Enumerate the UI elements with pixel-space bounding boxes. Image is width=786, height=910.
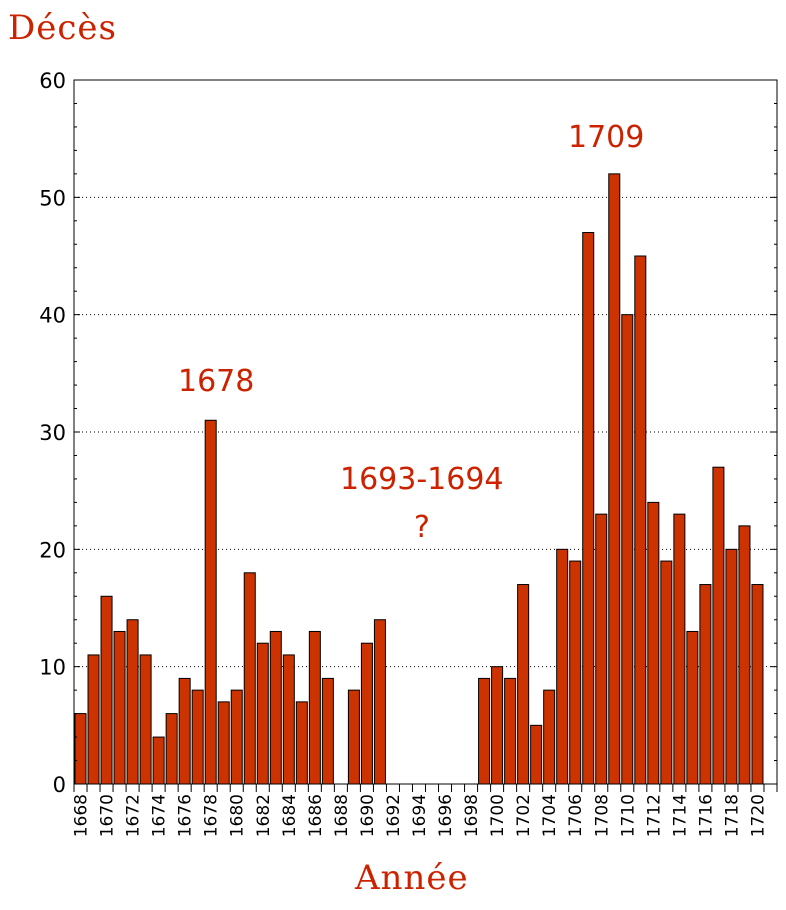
x-tick-label: 1692 [384, 794, 404, 837]
bar-1685 [295, 701, 308, 785]
x-tick-label: 1674 [150, 794, 170, 837]
bar-1712 [647, 501, 660, 785]
x-tick-label: 1702 [514, 794, 534, 837]
x-tick-label: 1712 [644, 794, 664, 837]
bar-1686 [308, 630, 321, 785]
x-tick-label: 1670 [98, 794, 118, 837]
bar-1674 [152, 736, 165, 785]
x-tick-label: 1686 [306, 794, 326, 837]
bar-1716 [699, 584, 712, 785]
bar-1675 [165, 713, 178, 785]
bar-1713 [660, 560, 673, 785]
bar-1711 [634, 255, 647, 785]
x-tick-label: 1704 [540, 794, 560, 837]
bar-1699 [478, 677, 491, 785]
bar-1684 [282, 654, 295, 785]
x-tick-label: 1680 [228, 794, 248, 837]
annotation-1709: 1709 [568, 120, 645, 155]
x-tick-label: 1672 [124, 794, 144, 837]
bar-1678 [204, 419, 217, 785]
y-tick-label: 40 [39, 304, 66, 328]
x-tick-label: 1678 [202, 794, 222, 837]
bars [74, 173, 764, 785]
x-tick-label: 1694 [410, 794, 430, 837]
bar-1715 [686, 630, 699, 785]
bar-1670 [100, 595, 113, 785]
y-axis-title: Décès [8, 8, 117, 48]
bar-1719 [738, 525, 751, 785]
bar-1682 [256, 642, 269, 785]
bar-1701 [504, 677, 517, 785]
bar-1706 [569, 560, 582, 785]
bar-1707 [582, 232, 595, 785]
x-tick-label: 1716 [696, 794, 716, 837]
x-tick-label: 1720 [748, 794, 768, 837]
x-tick-label: 1714 [670, 794, 690, 837]
bar-1703 [530, 724, 543, 785]
bar-1714 [673, 513, 686, 785]
x-tick-label: 1676 [176, 794, 196, 837]
y-axis-ticks: 0 10 20 30 40 50 60 [39, 69, 777, 797]
bar-1677 [191, 689, 204, 785]
bar-1691 [373, 619, 386, 785]
x-tick-label: 1718 [722, 794, 742, 837]
x-tick-label: 1684 [280, 794, 300, 837]
bar-1710 [621, 314, 634, 785]
bar-1669 [87, 654, 100, 785]
y-tick-label: 30 [39, 421, 66, 445]
bar-1676 [178, 677, 191, 785]
x-tick-label: 1700 [488, 794, 508, 837]
bar-1705 [556, 548, 569, 785]
bar-1690 [360, 642, 373, 785]
bar-1680 [230, 689, 243, 785]
x-tick-label: 1668 [72, 794, 92, 837]
bar-1687 [321, 677, 334, 785]
bar-1704 [543, 689, 556, 785]
y-tick-label: 50 [39, 186, 66, 210]
bar-1671 [113, 630, 126, 785]
annotation-question-mark: ? [414, 510, 430, 545]
bar-1679 [217, 701, 230, 785]
bar-1708 [595, 513, 608, 785]
bar-1720 [751, 584, 764, 785]
bar-1700 [491, 666, 504, 785]
bar-1709 [608, 173, 621, 785]
bar-1673 [139, 654, 152, 785]
x-tick-label: 1706 [566, 794, 586, 837]
bar-1683 [269, 630, 282, 785]
bar-1702 [517, 584, 530, 785]
y-tick-label: 0 [53, 773, 66, 797]
x-axis-title: Année [355, 858, 469, 898]
annotation-1678: 1678 [178, 364, 255, 399]
x-tick-label: 1698 [462, 794, 482, 837]
y-tick-label: 60 [39, 69, 66, 93]
bar-1718 [725, 548, 738, 785]
bar-1689 [347, 689, 360, 785]
x-tick-label: 1690 [358, 794, 378, 837]
bar-1717 [712, 466, 725, 785]
x-tick-label: 1696 [436, 794, 456, 837]
x-tick-label: 1688 [332, 794, 352, 837]
bar-1681 [243, 572, 256, 785]
x-tick-label: 1682 [254, 794, 274, 837]
y-tick-label: 10 [39, 656, 66, 680]
bar-1668 [74, 713, 87, 785]
annotation-1693-1694: 1693-1694 [340, 462, 504, 497]
x-tick-label: 1708 [592, 794, 612, 837]
bar-1672 [126, 619, 139, 785]
y-tick-label: 20 [39, 538, 66, 562]
x-axis-ticks: 1668 1670 1672 1674 1676 1678 1680 1682 1684 1686… [72, 784, 778, 837]
x-tick-label: 1710 [618, 794, 638, 837]
